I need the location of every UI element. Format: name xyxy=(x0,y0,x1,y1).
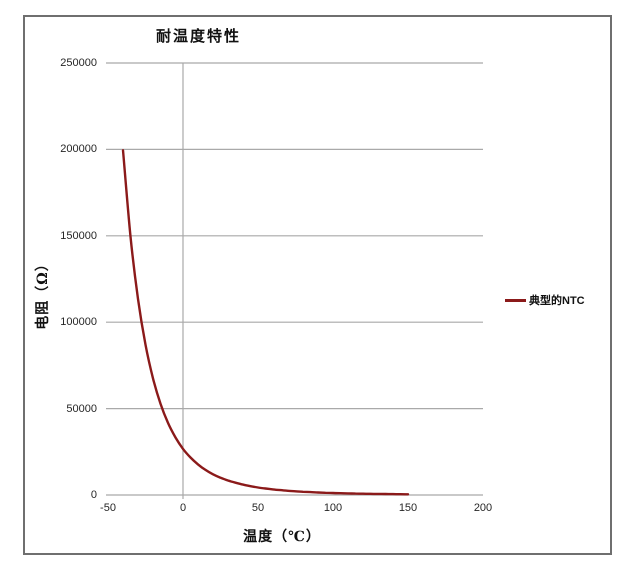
x-tick-label: -50 xyxy=(100,502,116,514)
legend-series-label: 典型的NTC xyxy=(529,295,585,307)
legend: 典型的NTC xyxy=(505,292,585,308)
legend-line-marker xyxy=(505,298,526,302)
y-tick-label: 50000 xyxy=(66,402,97,415)
chart-title: 耐温度特性 xyxy=(156,27,242,45)
chart-frame xyxy=(23,15,612,555)
y-tick-label: 200000 xyxy=(60,143,97,156)
y-tick-label: 150000 xyxy=(60,229,97,242)
x-tick-label: 0 xyxy=(179,502,187,514)
y-axis-title: 电阻（Ω） xyxy=(35,256,51,330)
ntc-resistance-curve xyxy=(121,149,410,496)
x-tick-label: 150 xyxy=(398,502,418,514)
x-axis-title: 温度（℃） xyxy=(243,529,321,545)
y-tick-label: 100000 xyxy=(60,316,97,329)
y-tick-label: 250000 xyxy=(60,57,97,69)
x-tick-label: 50 xyxy=(251,502,265,514)
x-tick-label: 200 xyxy=(473,502,493,514)
x-tick-label: 100 xyxy=(323,502,343,514)
y-tick-label: 0 xyxy=(90,489,97,501)
